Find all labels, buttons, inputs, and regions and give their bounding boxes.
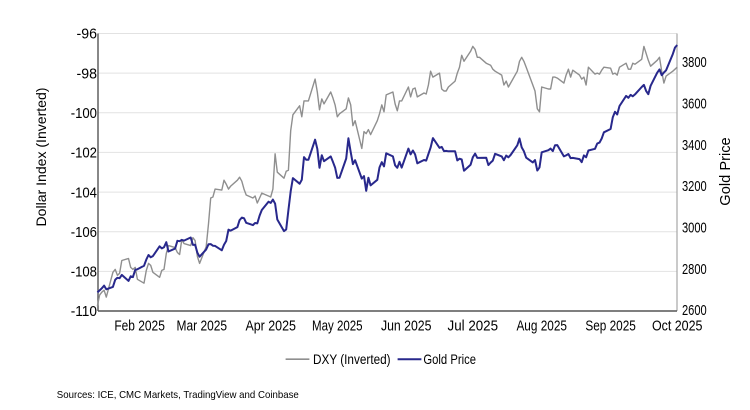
- svg-text:3400: 3400: [682, 137, 707, 154]
- svg-text:-106: -106: [71, 224, 97, 241]
- svg-text:-102: -102: [71, 145, 97, 162]
- svg-text:Apr 2025: Apr 2025: [245, 318, 296, 335]
- svg-text:Oct 2025: Oct 2025: [652, 318, 703, 335]
- svg-text:3200: 3200: [682, 178, 707, 195]
- svg-text:Jun 2025: Jun 2025: [381, 318, 432, 335]
- svg-text:Jul 2025: Jul 2025: [448, 318, 499, 335]
- svg-text:Sep 2025: Sep 2025: [585, 318, 636, 335]
- svg-text:-100: -100: [71, 105, 97, 122]
- svg-text:3000: 3000: [682, 220, 707, 237]
- svg-text:3600: 3600: [682, 96, 707, 113]
- svg-text:Aug 2025: Aug 2025: [516, 318, 567, 335]
- svg-text:-108: -108: [71, 264, 97, 281]
- svg-text:Sources: ICE, CMC Markets, Tra: Sources: ICE, CMC Markets, TradingView a…: [57, 389, 299, 401]
- svg-text:2600: 2600: [682, 302, 707, 319]
- svg-text:2800: 2800: [682, 261, 707, 278]
- svg-text:-110: -110: [71, 303, 97, 320]
- svg-text:Mar 2025: Mar 2025: [177, 318, 228, 335]
- svg-text:May 2025: May 2025: [312, 318, 363, 335]
- svg-text:Gold Price: Gold Price: [717, 137, 734, 205]
- svg-text:-104: -104: [71, 184, 97, 201]
- svg-text:Gold Price: Gold Price: [423, 351, 476, 367]
- svg-text:-98: -98: [77, 65, 98, 82]
- svg-text:Dollar Index (Inverted): Dollar Index (Inverted): [33, 88, 49, 227]
- svg-text:Feb 2025: Feb 2025: [114, 318, 165, 335]
- svg-text:-96: -96: [77, 26, 98, 43]
- svg-text:DXY (Inverted): DXY (Inverted): [313, 351, 391, 367]
- svg-text:3800: 3800: [682, 54, 707, 71]
